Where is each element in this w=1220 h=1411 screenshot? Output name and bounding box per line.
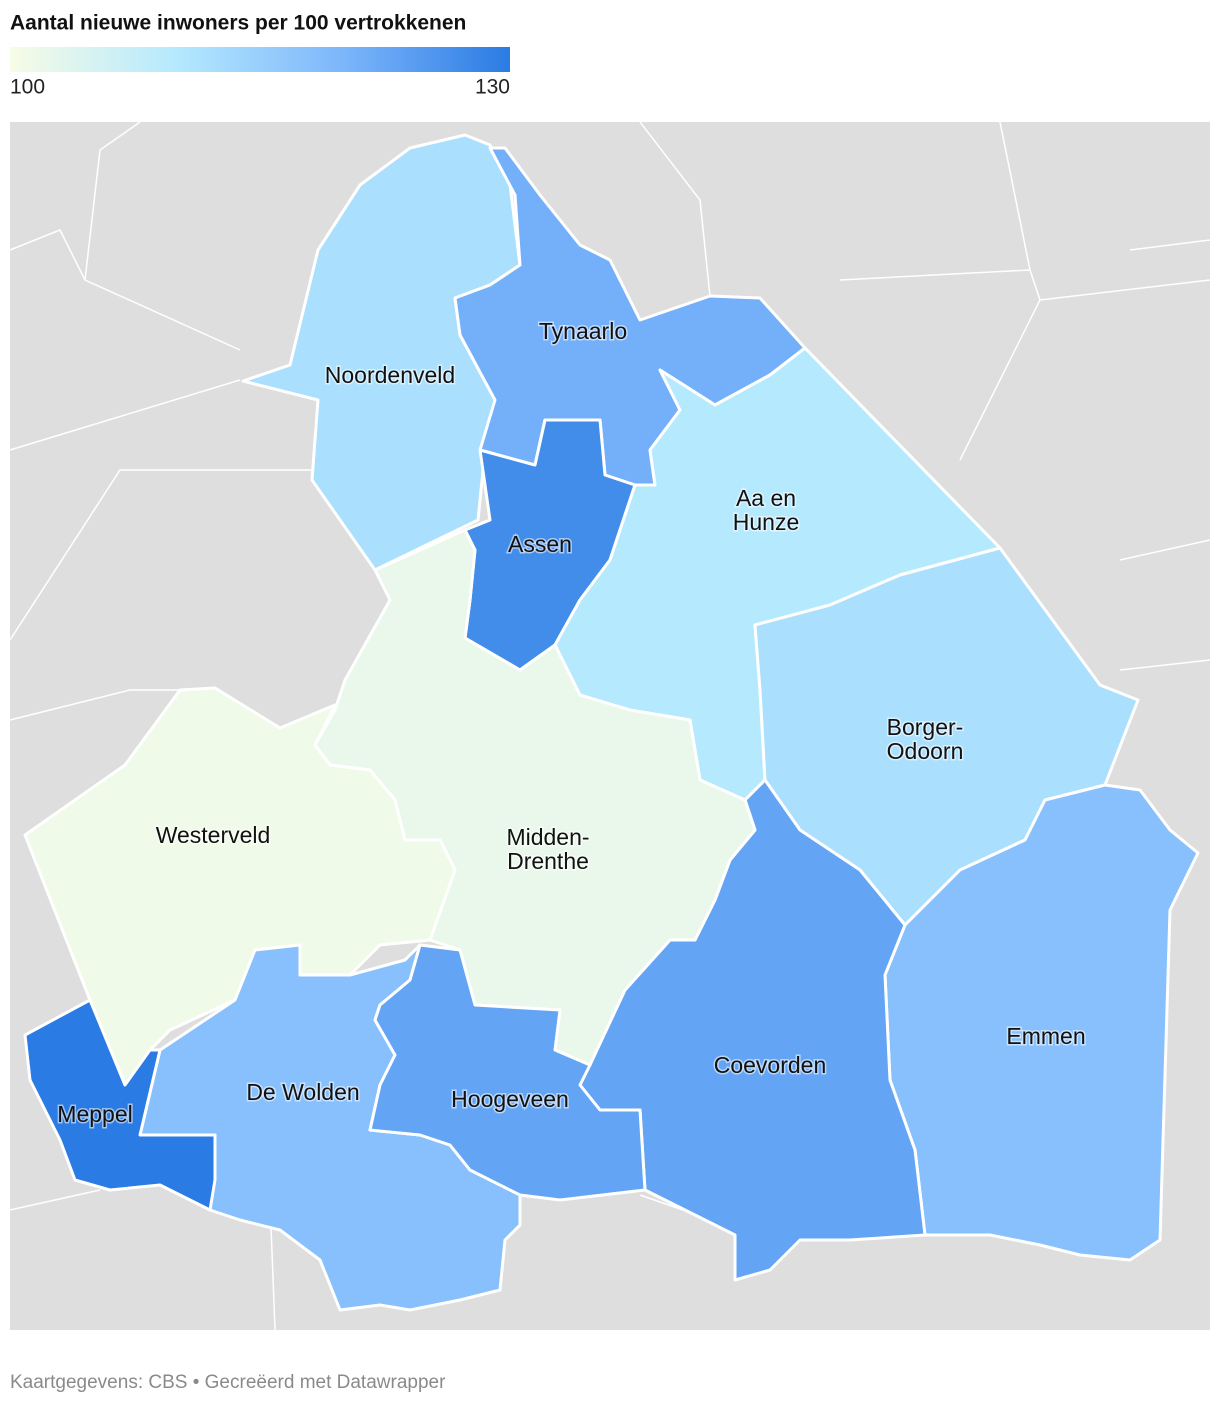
region xyxy=(23,686,457,1087)
region-label: Coevorden xyxy=(714,1052,827,1078)
neighbor-borders xyxy=(9,121,1211,1331)
region-label: Hoogeveen xyxy=(451,1086,569,1112)
region-label: De Wolden xyxy=(246,1079,359,1105)
region-label: Borger-Odoorn xyxy=(887,714,964,764)
title: Aantal nieuwe inwoners per 100 vertrokke… xyxy=(10,12,466,35)
legend-min: 100 xyxy=(10,76,45,99)
region-label: Emmen xyxy=(1006,1023,1085,1049)
regions xyxy=(23,133,1200,1312)
region xyxy=(23,998,217,1212)
region-label: Tynaarlo xyxy=(539,318,627,344)
labels: Noordenveld Tynaarlo Assen Aa en Hunze Borger… xyxy=(56,317,1087,1129)
region xyxy=(368,943,647,1202)
region-label: Assen xyxy=(508,531,572,557)
legend-max: 130 xyxy=(475,76,510,99)
legend-gradient xyxy=(10,47,510,72)
footer: Kaartgegevens: CBS • Gecreëerd met Dataw… xyxy=(10,1372,446,1393)
region-label: Meppel xyxy=(57,1101,132,1127)
region-label: Midden-Drenthe xyxy=(506,824,589,874)
region-label: Noordenveld xyxy=(325,362,455,388)
region-label: Aa en Hunze xyxy=(733,485,799,535)
region-label: Westerveld xyxy=(156,822,271,848)
